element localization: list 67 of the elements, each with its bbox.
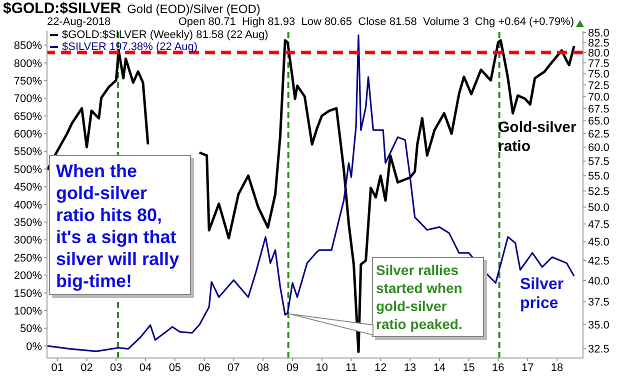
y2-tick-label: 60.0 (588, 142, 610, 154)
annotation: When the gold-silver ratio hits 80, it's a sign that silver will rally big-time! (49, 155, 191, 295)
y-tick-label: 150% (14, 288, 42, 300)
y2-tick-label: 55.0 (588, 170, 610, 183)
x-tick-label: 02 (80, 362, 93, 374)
y-tick-label: 250% (14, 252, 42, 264)
x-tick-label: 10 (316, 362, 328, 374)
y-tick-label: 0% (26, 340, 42, 353)
x-tick-label: 16 (492, 362, 504, 374)
x-tick-label: 14 (433, 362, 446, 374)
chart-subtitle: Gold (EOD)/Silver (EOD) (127, 2, 260, 16)
y2-tick-label: 67.5 (588, 103, 610, 116)
y2-tick-label: 40.0 (588, 275, 610, 288)
y2-tick-label: 62.5 (588, 128, 610, 141)
y-tick-label: 300% (14, 234, 42, 247)
text: 22-Aug-2018 (47, 16, 111, 28)
x-tick-label: 08 (256, 362, 270, 374)
x-tick-label: 04 (139, 362, 152, 374)
y-tick-label: 500% (14, 164, 42, 176)
y-tick-label: 600% (14, 128, 42, 141)
annotation: Silver price (520, 275, 565, 313)
y2-tick-label: 77.5 (588, 58, 610, 70)
x-tick-label: 05 (168, 362, 182, 374)
y-tick-label: 650% (14, 110, 42, 123)
x-tick-label: 12 (374, 362, 387, 374)
chart-title: $GOLD:$SILVER (3, 0, 122, 17)
y-tick-label: 50% (20, 323, 42, 336)
y2-tick-label: 82.5 (588, 37, 610, 50)
annotation: Silver rallies started when gold-silver ratio peaked. (372, 257, 484, 337)
y-tick-label: 350% (14, 217, 42, 230)
x-tick-label: 03 (110, 362, 122, 374)
x-tick-label: 17 (522, 362, 534, 374)
x-tick-label: 18 (550, 362, 564, 374)
y2-tick-label: 70.0 (588, 91, 610, 104)
x-tick-label: 11 (346, 362, 357, 374)
y2-tick-label: 72.5 (588, 80, 610, 92)
y-tick-label: 200% (14, 270, 42, 282)
y2-tick-label: 75.0 (588, 68, 610, 81)
y-tick-label: 750% (14, 75, 42, 88)
y2-tick-label: 65.0 (588, 116, 610, 128)
text: Open 80.71 High 81.93 Low 80.65 Close 81.58 Volume 3 Chg +0.64 (+0.79%) (178, 16, 574, 28)
y2-tick-label: 32.5 (588, 344, 610, 356)
y2-tick-label: 57.5 (588, 156, 610, 168)
annotation: Gold-silver ratio (498, 118, 578, 156)
y2-tick-label: 35.0 (588, 319, 610, 332)
y-tick-label: 450% (14, 182, 42, 194)
y2-tick-label: 37.5 (588, 296, 610, 309)
x-tick-label: 13 (404, 362, 416, 374)
x-tick-label: 15 (462, 362, 475, 374)
y2-tick-label: 80.0 (588, 47, 610, 60)
y-tick-label: 100% (14, 305, 42, 318)
y2-tick-label: 52.5 (588, 186, 610, 198)
y2-tick-label: 45.0 (588, 236, 610, 249)
y2-tick-label: 50.0 (588, 202, 610, 214)
y2-tick-label: 47.5 (588, 218, 610, 231)
y-tick-label: 700% (14, 93, 42, 106)
y2-tick-label: 85.0 (588, 27, 610, 40)
x-tick-label: 01 (51, 362, 64, 374)
y2-tick-label: 42.5 (588, 255, 610, 268)
y-tick-label: 550% (14, 146, 42, 158)
y-tick-label: 800% (14, 58, 42, 70)
x-tick-label: 07 (228, 362, 240, 374)
y-tick-label: 850% (14, 40, 42, 52)
x-tick-label: 06 (198, 362, 210, 374)
legend-label: $SILVER 197.38% (22 Aug) (61, 41, 199, 53)
y-tick-label: 400% (14, 199, 42, 212)
x-tick-label: 09 (286, 362, 299, 374)
